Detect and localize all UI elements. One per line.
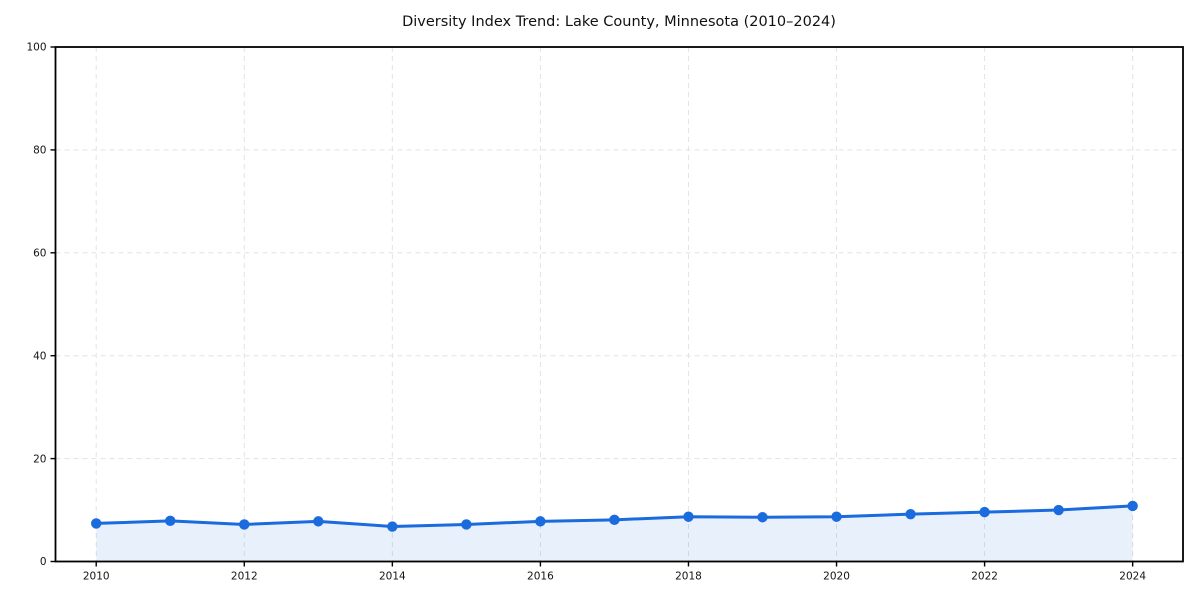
y-tick-label: 20 — [33, 453, 46, 465]
data-point-2011 — [165, 515, 176, 527]
axes-layer: 2010 2012 2014 2016 2018 2020 2022 2024 0 20 40 60 8… — [26, 42, 1184, 583]
plot-border — [54, 46, 1184, 563]
data-point-2016 — [535, 516, 546, 527]
area-fill — [96, 505, 1133, 562]
x-tick-label: 2024 — [1119, 571, 1146, 583]
data-point-2014 — [387, 521, 398, 532]
data-point-2012 — [239, 519, 250, 530]
x-tick-label: 2014 — [379, 571, 406, 583]
y-tick-label: 80 — [33, 145, 46, 157]
gridlines-layer — [55, 46, 1183, 562]
data-point-2022 — [979, 506, 990, 518]
data-point-2023 — [1053, 504, 1064, 516]
data-point-2019 — [757, 512, 768, 523]
x-tick-label: 2012 — [231, 571, 258, 583]
data-point-2013 — [313, 516, 324, 527]
y-tick-label: 40 — [33, 350, 46, 362]
x-tick-label: 2018 — [675, 571, 702, 583]
data-point-2020 — [831, 511, 842, 522]
y-tick-label: 0 — [40, 556, 47, 568]
y-tick-label: 100 — [26, 42, 46, 54]
x-tick-label: 2022 — [971, 571, 998, 583]
x-tick-label: 2010 — [83, 571, 110, 583]
data-point-2018 — [683, 511, 694, 522]
data-point-2017 — [609, 514, 620, 526]
chart-title: Diversity Index Trend: Lake County, Minn… — [402, 14, 836, 30]
series-layer — [91, 500, 1138, 562]
data-point-2010 — [91, 518, 102, 529]
y-tick-label: 60 — [33, 248, 46, 260]
x-tick-label: 2020 — [823, 571, 850, 583]
data-point-2024 — [1127, 500, 1138, 512]
data-point-2015 — [461, 519, 472, 530]
data-point-2021 — [905, 508, 916, 520]
x-tick-label: 2016 — [527, 571, 554, 583]
